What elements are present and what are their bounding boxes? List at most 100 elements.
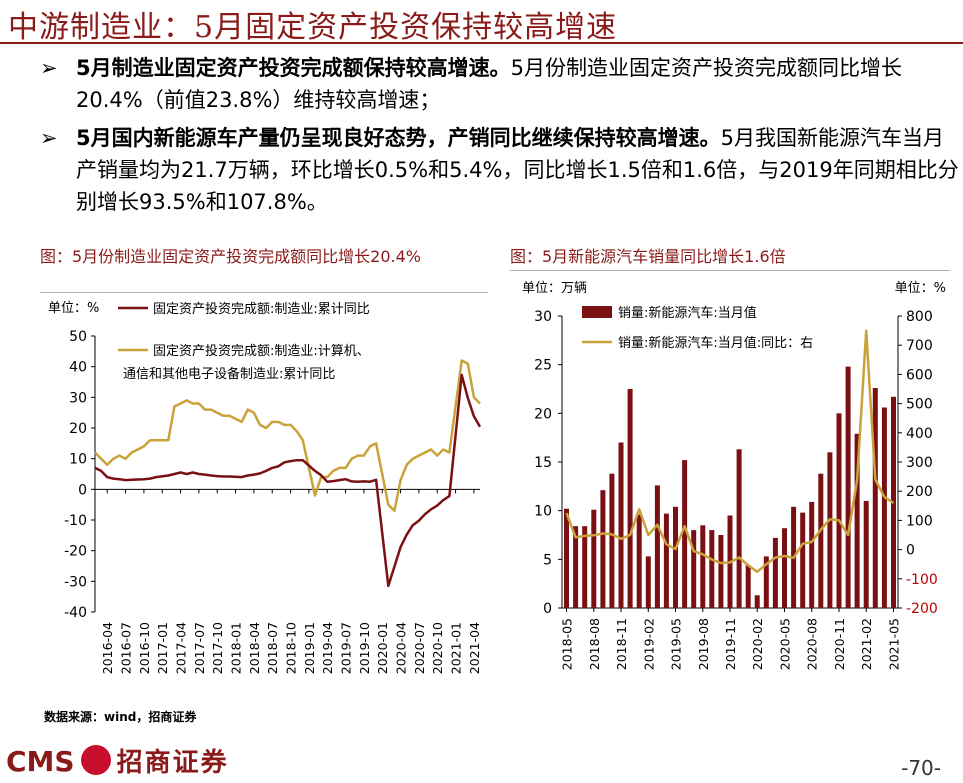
bullet-list: ➢ 5月制造业固定资产投资完成额保持较高增速。5月份制造业固定资产投资完成额同比… bbox=[40, 52, 960, 224]
chart1-x-tick-label: 2017-01 bbox=[155, 622, 170, 674]
chart1-title: 图：5月份制造业固定资产投资完成额同比增长20.4% bbox=[40, 247, 422, 266]
chart2-x-tick-label: 2019-02 bbox=[641, 618, 656, 670]
brand-text: CMS bbox=[6, 745, 75, 778]
chart2-y-tick-label: 10 bbox=[534, 504, 552, 520]
chart2-x-tick-label: 2020-02 bbox=[750, 618, 765, 670]
chart2-x-tick-label: 2021-05 bbox=[886, 618, 901, 670]
bullet-item-2: ➢ 5月国内新能源车产量仍呈现良好态势，产销同比继续保持较高增速。5月我国新能源… bbox=[40, 122, 960, 218]
chart2-y-tick-label: 25 bbox=[534, 358, 552, 374]
chart1-y-tick-label: 30 bbox=[69, 390, 87, 406]
chart2-y2-tick-label: -100 bbox=[906, 572, 938, 588]
chart2-bar bbox=[663, 513, 669, 608]
chart1-x-tick-label: 2018-07 bbox=[265, 622, 280, 674]
page-title: 中游制造业：5月固定资产投资保持较高增速 bbox=[8, 10, 618, 45]
chart2-bar bbox=[700, 525, 706, 608]
chart1-x-tick-label: 2016-10 bbox=[137, 622, 152, 674]
chart2-y2-tick-label: 500 bbox=[906, 397, 933, 413]
chart1-legend-label-1: 固定资产投资完成额:制造业:累计同比 bbox=[153, 301, 370, 317]
chart1-x-tick-label: 2018-10 bbox=[284, 622, 299, 674]
chart2-bar bbox=[754, 595, 760, 608]
chart1-legend-label-2a: 固定资产投资完成额:制造业:计算机、 bbox=[153, 343, 370, 359]
chart2-series-line bbox=[565, 329, 895, 574]
chart2-bar bbox=[618, 442, 624, 608]
chart2-title: 图：5月新能源汽车销量同比增长1.6倍 bbox=[510, 247, 786, 266]
chart1-x-tick-label: 2020-04 bbox=[394, 622, 409, 674]
chart1-x-tick-label: 2016-04 bbox=[100, 622, 115, 674]
chart2-bar bbox=[627, 389, 633, 608]
chart2-bar bbox=[564, 508, 569, 608]
chart2-bar bbox=[818, 473, 824, 608]
chart2-y2-tick-label: 100 bbox=[906, 513, 933, 529]
chart2-y-tick-label: 20 bbox=[534, 406, 552, 422]
bullet-bold: 5月国内新能源车产量仍呈现良好态势，产销同比继续保持较高增速。 bbox=[76, 126, 721, 150]
title-divider bbox=[0, 42, 963, 44]
brand-cn-text: 招商证券 bbox=[116, 748, 229, 778]
chart2-right-unit: 单位：% bbox=[895, 281, 946, 296]
chart1-x-tick-label: 2021-01 bbox=[449, 622, 464, 674]
chart2-left-unit: 单位：万辆 bbox=[522, 281, 587, 296]
chart2-y-tick-label: 0 bbox=[543, 601, 552, 617]
chart2-bar bbox=[809, 501, 815, 608]
chart2-x-tick-label: 2019-11 bbox=[723, 618, 738, 670]
chart2-bar bbox=[591, 509, 597, 608]
chart2-y2-tick-label: -200 bbox=[906, 601, 938, 617]
chart2-y-tick-label: 30 bbox=[534, 309, 552, 325]
chart2-bar bbox=[845, 366, 851, 608]
chart2-bar bbox=[800, 512, 806, 608]
chart2-bar bbox=[709, 530, 715, 608]
chart2-title-divider bbox=[510, 270, 950, 271]
chart2-bar bbox=[863, 500, 869, 608]
chart2-bar bbox=[827, 452, 833, 608]
chart2-y-tick-label: 5 bbox=[543, 552, 552, 568]
data-source: 数据来源：wind，招商证券 bbox=[44, 710, 197, 724]
chart1-y-tick-label: -30 bbox=[64, 574, 87, 590]
chart1-x-tick-label: 2018-04 bbox=[247, 622, 262, 674]
chart1-y-tick-label: 20 bbox=[69, 421, 87, 437]
chart2-y2-tick-label: 700 bbox=[906, 338, 933, 354]
chart2-bar bbox=[836, 413, 842, 608]
chart2-y2-tick-label: 600 bbox=[906, 367, 933, 383]
chart1-y-tick-label: -10 bbox=[64, 513, 87, 529]
chart1-series-line-2 bbox=[94, 359, 481, 513]
chart1-x-tick-label: 2019-01 bbox=[302, 622, 317, 674]
bullet-text: 5月我国新能源汽车当月产销量均为21.7万辆，环比增长0.5%和5.4%，同比增… bbox=[76, 126, 959, 214]
chart1-x-tick-label: 2020-07 bbox=[412, 622, 427, 674]
chart1-x-tick-label: 2019-10 bbox=[357, 622, 372, 674]
chart1-x-tick-label: 2020-01 bbox=[375, 622, 390, 674]
chart1-x-tick-label: 2017-04 bbox=[174, 622, 189, 674]
bullet-item-1: ➢ 5月制造业固定资产投资完成额保持较高增速。5月份制造业固定资产投资完成额同比… bbox=[40, 52, 960, 116]
chart1-x-tick-label: 2017-07 bbox=[192, 622, 207, 674]
chart1-x-tick-label: 2021-04 bbox=[467, 622, 482, 674]
chart2-bar bbox=[782, 528, 787, 608]
bullet-bold: 5月制造业固定资产投资完成额保持较高增速。 bbox=[76, 56, 511, 80]
chart2-x-tick-label: 2018-05 bbox=[560, 618, 575, 670]
chart2-x-tick-label: 2021-02 bbox=[859, 618, 874, 670]
chart1-y-tick-label: 0 bbox=[78, 482, 87, 498]
chart2-y2-tick-label: 400 bbox=[906, 426, 933, 442]
chart2-bar bbox=[854, 433, 860, 608]
chart1-series-line-1 bbox=[94, 373, 482, 588]
page-number: -70- bbox=[901, 756, 941, 780]
chart2-bar bbox=[654, 485, 660, 608]
chart2-y2-tick-label: 800 bbox=[906, 309, 933, 325]
chart2-bar bbox=[736, 449, 742, 608]
chart2-bar bbox=[691, 530, 697, 608]
chart1-unit-label: 单位：% bbox=[48, 301, 99, 316]
chart2-x-tick-label: 2020-11 bbox=[832, 618, 847, 670]
chart2-x-tick-label: 2020-08 bbox=[805, 618, 820, 670]
chart2-y2-tick-label: 200 bbox=[906, 484, 933, 500]
chart2-x-tick-label: 2018-08 bbox=[587, 618, 602, 670]
chart2-legend-label-2: 销量:新能源汽车:当月值:同比：右 bbox=[618, 335, 813, 351]
chart2-y2-tick-label: 0 bbox=[906, 543, 915, 559]
chart2-bar bbox=[609, 473, 615, 608]
chart1-x-tick-label: 2018-01 bbox=[229, 622, 244, 674]
chart1-x-tick-label: 2017-10 bbox=[210, 622, 225, 674]
chart2-bar bbox=[745, 565, 751, 608]
chart2-y2-tick-label: 300 bbox=[906, 455, 933, 471]
chart2-x-tick-label: 2020-05 bbox=[777, 618, 792, 670]
chart1-y-tick-label: -40 bbox=[64, 605, 87, 621]
chart1-x-tick-label: 2020-10 bbox=[430, 622, 445, 674]
chart1-svg: 单位：% 固定资产投资完成额:制造业:累计同比固定资产投资完成额:制造业:计算机、… bbox=[48, 301, 482, 674]
bullet-arrow-icon: ➢ bbox=[40, 56, 58, 80]
chart2-legend-swatch-1 bbox=[582, 306, 612, 318]
